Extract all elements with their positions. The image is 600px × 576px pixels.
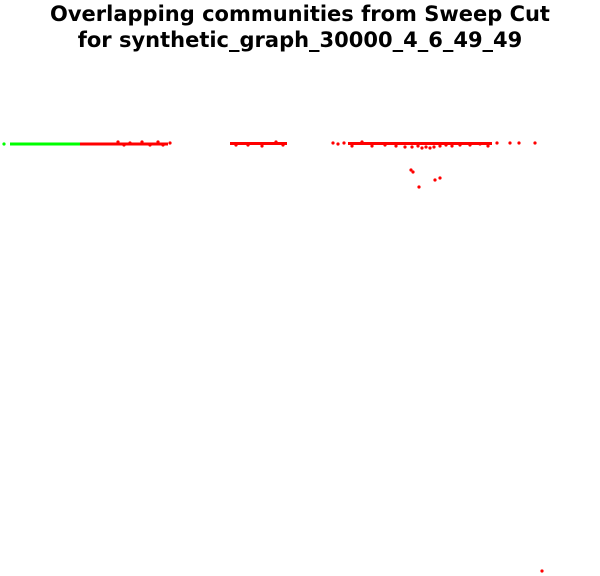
series-1-point-24 — [420, 146, 424, 150]
series-1-point-15 — [342, 141, 346, 145]
series-1-point-4 — [148, 143, 152, 147]
series-1-point-34 — [486, 144, 490, 148]
series-1-point-14 — [336, 142, 340, 146]
series-1-point-10 — [260, 144, 264, 148]
series-1-point-40 — [411, 170, 415, 174]
series-1-point-16 — [350, 144, 354, 148]
chart-title-line-2: for synthetic_graph_30000_4_6_49_49 — [77, 28, 523, 52]
series-1-point-17 — [360, 140, 364, 144]
series-1-point-2 — [128, 141, 132, 145]
series-1-point-32 — [468, 143, 472, 147]
series-1-point-35 — [495, 141, 499, 145]
series-1-point-23 — [416, 144, 420, 148]
series-1-point-20 — [394, 144, 398, 148]
series-1-point-39 — [409, 168, 413, 172]
chart-title: Overlapping communities from Sweep Cut f… — [0, 0, 600, 53]
series-1-point-1 — [122, 143, 126, 147]
series-1-point-33 — [478, 142, 482, 146]
series-1-point-43 — [417, 185, 421, 189]
series-1-point-11 — [274, 140, 278, 144]
series-1-point-26 — [428, 146, 432, 150]
series-1-point-25 — [424, 145, 428, 149]
series-1-point-3 — [140, 140, 144, 144]
series-1-point-6 — [161, 143, 165, 147]
series-1-point-5 — [156, 140, 160, 144]
series-1-point-38 — [533, 141, 537, 145]
series-1-point-42 — [438, 176, 442, 180]
series-1-point-31 — [458, 143, 462, 147]
series-1-point-37 — [517, 141, 521, 145]
series-1-point-41 — [433, 178, 437, 182]
series-1-point-21 — [403, 145, 407, 149]
series-1-point-28 — [438, 144, 442, 148]
series-1 — [80, 140, 544, 573]
series-1-point-19 — [383, 143, 387, 147]
series-1-point-27 — [432, 145, 436, 149]
series-1-point-12 — [281, 143, 285, 147]
series-0-point-0 — [2, 142, 6, 146]
series-1-point-18 — [370, 144, 374, 148]
series-1-point-0 — [116, 140, 120, 144]
chart-title-line-1: Overlapping communities from Sweep Cut — [50, 2, 550, 26]
series-1-point-29 — [444, 143, 448, 147]
series-1-point-22 — [410, 145, 414, 149]
series-0 — [2, 142, 80, 146]
series-1-point-30 — [450, 144, 454, 148]
series-1-point-13 — [331, 141, 335, 145]
series-1-point-7 — [168, 141, 172, 145]
series-1-point-44 — [540, 569, 544, 573]
series-1-point-8 — [234, 143, 238, 147]
series-1-point-9 — [246, 143, 250, 147]
series-1-point-36 — [508, 141, 512, 145]
